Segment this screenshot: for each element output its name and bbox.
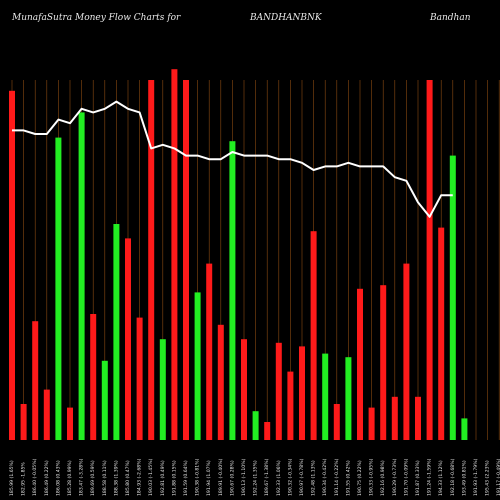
x-tick-label: 186.49 (0.22%) bbox=[44, 460, 50, 496]
money-flow-bar bbox=[380, 285, 387, 440]
x-tick-label: 184.93 (-2.68%) bbox=[137, 458, 143, 496]
x-tick-label: 195.43 (2.23%) bbox=[485, 460, 491, 496]
x-tick-label: 191.24 (-1.59%) bbox=[427, 458, 433, 496]
money-flow-bar bbox=[252, 411, 259, 440]
x-tick-label: 190.32 (-0.34%) bbox=[287, 458, 293, 496]
x-tick-label: 191.17 (-0.49%) bbox=[496, 458, 500, 496]
money-flow-bar bbox=[206, 263, 213, 440]
x-tick-label: 190.38 (-0.81%) bbox=[195, 458, 201, 496]
bar-series bbox=[9, 69, 468, 441]
chart-title-symbol: BANDHANBNK bbox=[250, 13, 322, 23]
x-tick-label: 190.13 (-1.10%) bbox=[241, 458, 247, 496]
x-tick-label: 185.99 (1.65%) bbox=[9, 460, 15, 496]
money-flow-bar bbox=[217, 324, 224, 440]
money-flow-bar bbox=[368, 407, 375, 440]
money-flow-bar bbox=[194, 292, 201, 440]
x-tick-label: 189.69 (0.59%) bbox=[90, 460, 96, 496]
money-flow-bar bbox=[148, 80, 155, 440]
x-tick-label: 191.70 (-0.09%) bbox=[403, 458, 409, 496]
x-axis-labels: 185.99 (1.65%) 182.95 -1.85% 186.40 (-0.05… bbox=[9, 458, 500, 496]
x-tick-label: 192.33 (1.06%) bbox=[276, 460, 282, 496]
money-flow-bar bbox=[125, 238, 131, 440]
x-tick-label: 190.29 (-0.73%) bbox=[392, 458, 398, 496]
money-flow-bar bbox=[90, 314, 97, 440]
x-tick-label: 185.80 (0.47%) bbox=[125, 460, 131, 496]
money-flow-bar bbox=[101, 360, 108, 440]
x-tick-label: 190.03 (-1.45%) bbox=[148, 458, 154, 496]
money-flow-bar bbox=[136, 317, 143, 440]
x-tick-label: 186.08 (0.43%) bbox=[55, 460, 61, 496]
x-tick-label: 190.67 (0.28%) bbox=[229, 460, 235, 496]
money-flow-bar bbox=[264, 422, 271, 440]
money-flow-bar bbox=[461, 418, 468, 440]
money-flow-bar bbox=[333, 404, 340, 440]
x-tick-label: 189.67 (-1.38%) bbox=[264, 458, 270, 496]
money-flow-bar bbox=[9, 90, 15, 441]
x-tick-label: 190.33 (-0.95%) bbox=[369, 458, 375, 496]
x-tick-label: 190.34 (-0.42%) bbox=[322, 458, 328, 496]
money-flow-bar bbox=[438, 227, 445, 440]
x-tick-label: 192.48 (1.13%) bbox=[311, 460, 317, 496]
money-flow-bar bbox=[113, 224, 120, 440]
x-tick-label: 192.24 (1.35%) bbox=[253, 460, 259, 496]
x-tick-label: 193.49 (0.81%) bbox=[461, 460, 467, 496]
x-tick-label: 191.14 (-0.22%) bbox=[334, 458, 340, 496]
money-flow-bar bbox=[32, 321, 39, 440]
x-tick-label: 191.94 (1.07%) bbox=[206, 460, 212, 496]
price-series bbox=[12, 100, 453, 218]
x-tick-label: 192.81 (0.49%) bbox=[160, 460, 166, 496]
x-tick-label: 190.75 (0.22%) bbox=[357, 460, 363, 496]
money-flow-bar bbox=[391, 396, 398, 440]
money-flow-bar bbox=[183, 80, 189, 440]
x-tick-label: 183.47 (-3.28%) bbox=[79, 458, 85, 496]
money-flow-bar bbox=[275, 342, 282, 440]
x-tick-label: 191.87 (0.33%) bbox=[415, 460, 421, 496]
x-tick-label: 190.97 (-0.78%) bbox=[299, 458, 305, 496]
money-flow-bar bbox=[287, 371, 294, 440]
x-tick-label: 186.40 (-0.05%) bbox=[32, 458, 38, 496]
x-tick-label: 182.95 -1.85% bbox=[21, 462, 27, 496]
price-line bbox=[12, 100, 453, 218]
money-flow-bar bbox=[357, 288, 363, 440]
money-flow-bar bbox=[171, 69, 178, 440]
money-flow-bar bbox=[67, 407, 73, 440]
x-tick-label: 192.18 (-0.68%) bbox=[450, 458, 456, 496]
x-tick-label: 189.91 (-0.40%) bbox=[218, 458, 224, 496]
money-flow-bar bbox=[43, 389, 50, 440]
money-flow-bar bbox=[415, 396, 421, 440]
money-flow-bar bbox=[310, 231, 317, 440]
money-flow-bar bbox=[20, 404, 27, 440]
money-flow-bar bbox=[345, 357, 352, 440]
x-tick-label: 191.59 (0.64%) bbox=[183, 460, 189, 496]
x-tick-label: 192.16 (0.98%) bbox=[380, 460, 386, 496]
money-flow-bar bbox=[299, 346, 305, 440]
x-tick-label: 191.93 (-1.79%) bbox=[473, 458, 479, 496]
x-tick-label: 188.58 (0.11%) bbox=[102, 460, 108, 496]
money-flow-bar bbox=[403, 263, 410, 440]
money-flow-bar bbox=[241, 339, 247, 440]
x-tick-label: 194.33 (1.12%) bbox=[438, 460, 444, 496]
money-flow-bar bbox=[322, 353, 329, 440]
x-tick-label: 191.55 (0.42%) bbox=[345, 460, 351, 496]
money-flow-bar bbox=[78, 112, 85, 441]
money-flow-bar bbox=[229, 141, 236, 440]
x-tick-label: 191.88 (0.15%) bbox=[171, 460, 177, 496]
money-flow-bar bbox=[449, 155, 456, 440]
chart-title-right: Bandhan bbox=[430, 13, 471, 23]
chart-title-left: MunafaSutra Money Flow Charts for bbox=[12, 13, 181, 23]
x-tick-label: 185.28 (0.99%) bbox=[67, 460, 73, 496]
money-flow-bar bbox=[159, 339, 166, 440]
x-tick-label: 188.38 (1.39%) bbox=[113, 460, 119, 496]
money-flow-bar bbox=[426, 80, 433, 440]
money-flow-bar bbox=[55, 137, 62, 440]
